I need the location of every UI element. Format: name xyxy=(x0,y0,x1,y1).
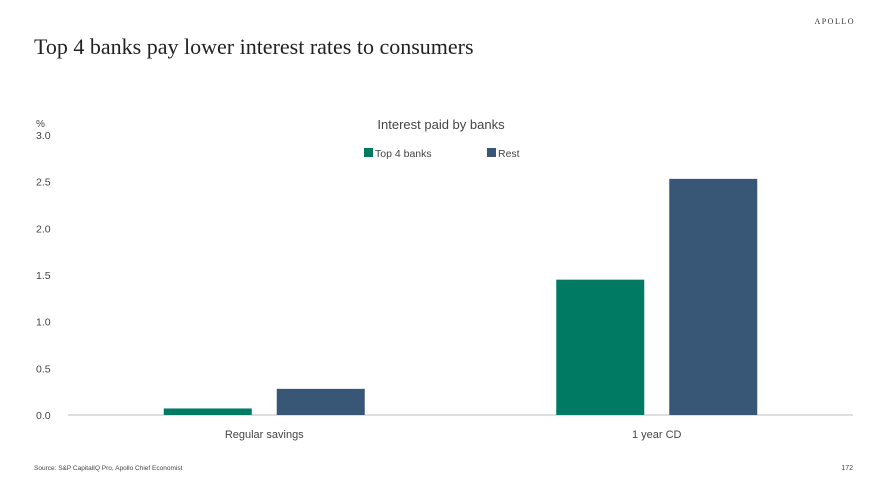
bar-rest-1 xyxy=(669,178,758,415)
bar-top4-0 xyxy=(163,408,252,415)
source-note: Source: S&P CapitalIQ Pro, Apollo Chief … xyxy=(34,465,183,472)
legend-swatch-rest xyxy=(487,148,496,157)
apollo-logo: APOLLO xyxy=(814,17,855,26)
y-axis-ticks: 0.0 0.5 1.0 1.5 2.0 2.5 3.0 xyxy=(36,130,51,422)
bar-top4-1 xyxy=(556,279,645,415)
y-tick-label: 2.0 xyxy=(36,223,51,235)
chart-title: Interest paid by banks xyxy=(377,117,505,132)
legend-swatch-top4 xyxy=(364,148,373,157)
legend: Top 4 banks Rest xyxy=(364,148,520,160)
legend-label-top4: Top 4 banks xyxy=(375,148,432,160)
y-tick-label: 0.5 xyxy=(36,363,51,375)
y-tick-label: 2.5 xyxy=(36,177,51,189)
y-axis-unit: % xyxy=(36,119,45,130)
page-number: 172 xyxy=(841,465,853,472)
y-tick-label: 0.0 xyxy=(36,410,51,422)
y-tick-label: 1.5 xyxy=(36,270,51,282)
y-tick-label: 1.0 xyxy=(36,317,51,329)
category-label: Regular savings xyxy=(225,429,304,441)
category-label: 1 year CD xyxy=(632,429,682,441)
legend-label-rest: Rest xyxy=(498,148,520,160)
page-title: Top 4 banks pay lower interest rates to … xyxy=(34,34,474,59)
category-labels: Regular savings 1 year CD xyxy=(225,429,682,441)
bars xyxy=(163,178,758,415)
y-tick-label: 3.0 xyxy=(36,130,51,142)
bar-rest-0 xyxy=(276,388,365,415)
